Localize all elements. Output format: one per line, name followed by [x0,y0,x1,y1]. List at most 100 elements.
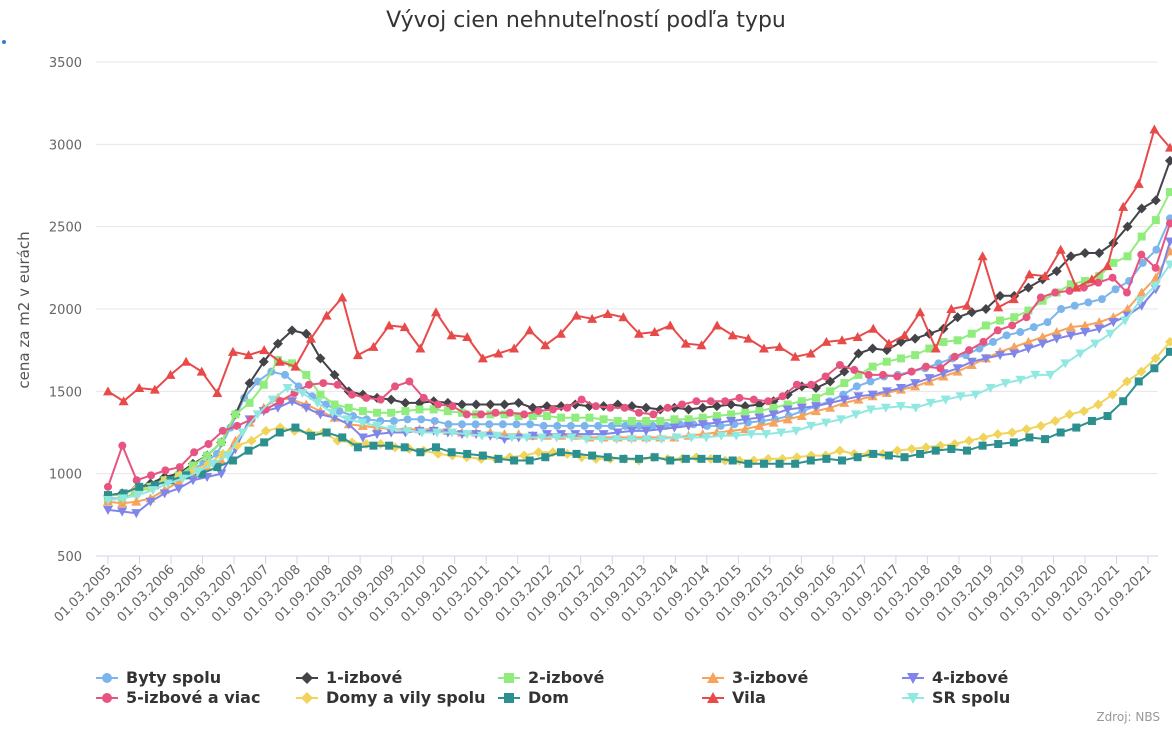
data-point [499,399,510,410]
data-point [536,433,547,443]
data-point [697,454,706,463]
data-point [895,384,906,394]
data-point [978,441,987,450]
data-point [895,402,906,412]
data-point [463,449,472,458]
data-point [681,454,690,463]
legend-item-4-izbov-[interactable]: 4-izbové [902,668,1008,687]
data-point [985,384,996,394]
data-point [347,390,356,399]
legend-marker [504,692,514,703]
legend-item-2-izbov-[interactable]: 2-izbové [498,668,604,687]
y-tick-label: 3500 [49,56,82,71]
data-point [1071,282,1082,292]
data-point [259,345,270,355]
data-point [869,449,878,458]
data-point [498,420,507,429]
legend-item-domy-a-vily-spolu[interactable]: Domy a vily spolu [296,688,486,707]
data-point [1080,248,1091,259]
data-point [131,496,142,506]
data-point [746,430,757,440]
data-point [342,415,353,425]
data-point [541,430,552,440]
data-point [1136,203,1147,214]
data-point [1094,278,1103,287]
legend-item-5-izbov-a-viac[interactable]: 5-izbové a viac [96,688,260,707]
data-point [892,445,903,456]
legend-item-vila[interactable]: Vila [702,688,766,707]
data-point [602,308,613,318]
series-line [108,341,1171,497]
data-point [1035,420,1046,431]
data-point [906,443,917,454]
data-point [996,316,1005,325]
data-point [431,443,440,452]
data-point [245,398,254,407]
data-point [476,431,487,441]
data-point [1056,428,1065,437]
data-point [838,456,847,465]
data-point [335,407,344,416]
data-point [506,433,517,443]
data-point [362,393,371,402]
data-point [854,370,863,379]
series-dom [104,347,1172,500]
data-point [1122,304,1133,313]
legend-label: 3-izbové [732,668,809,687]
data-point [994,440,1003,449]
data-point [626,435,637,445]
data-point [197,469,206,478]
data-point [881,345,892,356]
data-point [358,407,367,416]
data-point [1009,341,1020,351]
data-point [429,405,438,414]
data-point [834,445,845,456]
source-credit[interactable]: Zdroj: NBS [1096,710,1160,724]
data-point [509,343,520,353]
legend-item-3-izbov-[interactable]: 3-izbové [702,668,808,687]
data-point [400,397,411,408]
data-point [1078,406,1089,417]
data-point [792,380,801,389]
data-point [594,421,603,430]
data-point [1065,286,1074,295]
legend-item-dom[interactable]: Dom [498,688,569,707]
data-point [577,395,586,404]
data-point [883,338,894,348]
data-point [548,405,557,414]
data-point [304,380,313,389]
data-point [1133,178,1144,188]
legend-marker [301,671,313,684]
data-point [1008,294,1019,304]
data-point [641,426,652,436]
data-point [1084,298,1093,307]
legend-item-byty-spolu[interactable]: Byty spolu [96,668,221,687]
data-point [1051,327,1062,337]
data-point [993,302,1004,312]
data-point [656,435,667,445]
data-point [540,340,551,350]
data-point [925,344,934,353]
data-point [811,402,821,412]
data-point [287,397,298,407]
data-point [344,403,353,412]
data-point [980,304,991,314]
data-point [1050,415,1061,426]
legend-item-1-izbov-[interactable]: 1-izbové [296,668,402,687]
data-point [650,453,659,462]
data-point [557,413,566,422]
data-point [104,482,112,491]
data-point [995,351,1006,361]
data-point [995,290,1006,301]
data-point [882,357,891,366]
data-point [1165,260,1172,270]
legend-item-sr-spolu[interactable]: SR spolu [902,688,1010,707]
data-point [1002,331,1011,340]
data-point [1107,389,1118,400]
data-point [754,413,765,423]
data-point [1166,219,1172,228]
data-point [967,329,976,338]
data-point [290,361,301,371]
data-point [850,410,861,420]
